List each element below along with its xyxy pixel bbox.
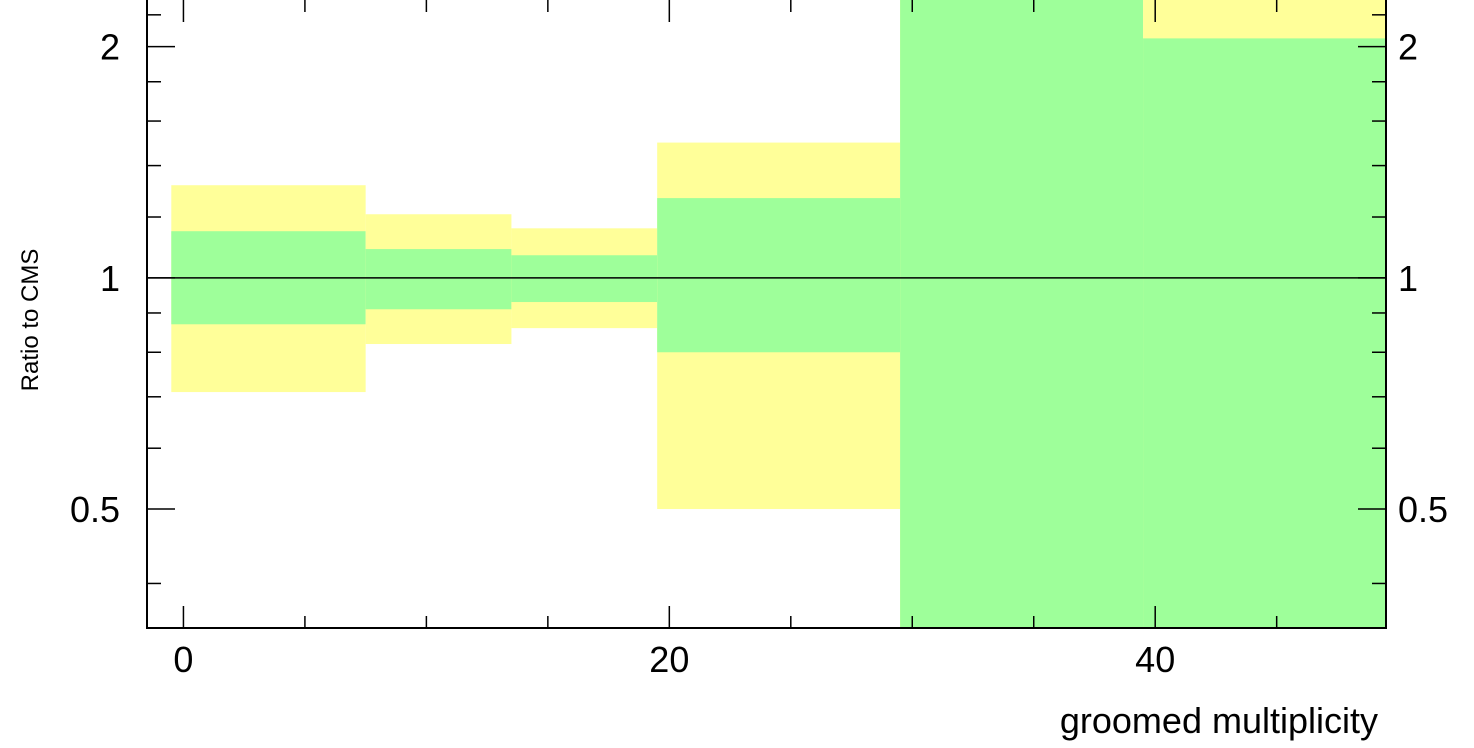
y-tick-label-right: 0.5 (1398, 489, 1448, 530)
x-tick-label: 40 (1135, 639, 1175, 680)
inner-band-bin-4 (900, 0, 1144, 628)
y-tick-label-right: 2 (1398, 27, 1418, 68)
y-tick-label-left: 0.5 (70, 489, 120, 530)
uncertainty-bands (171, 0, 1386, 629)
x-tick-label: 0 (173, 639, 193, 680)
x-axis-title: groomed multiplicity (1060, 700, 1378, 741)
tick-labels: 0 20 40 0.5 0.5 1 1 2 2 (70, 27, 1448, 680)
inner-band-bin-3 (657, 198, 901, 353)
inner-band-bin-2 (511, 255, 658, 303)
inner-band-bin-5 (1143, 38, 1386, 629)
y-tick-label-right: 1 (1398, 258, 1418, 299)
inner-band-bin-1 (365, 249, 512, 310)
y-axis-title: Ratio to CMS (17, 249, 44, 392)
y-tick-label-left: 1 (100, 258, 120, 299)
axis-ticks (147, 0, 1386, 628)
y-tick-label-left: 2 (100, 27, 120, 68)
x-tick-label: 20 (649, 639, 689, 680)
